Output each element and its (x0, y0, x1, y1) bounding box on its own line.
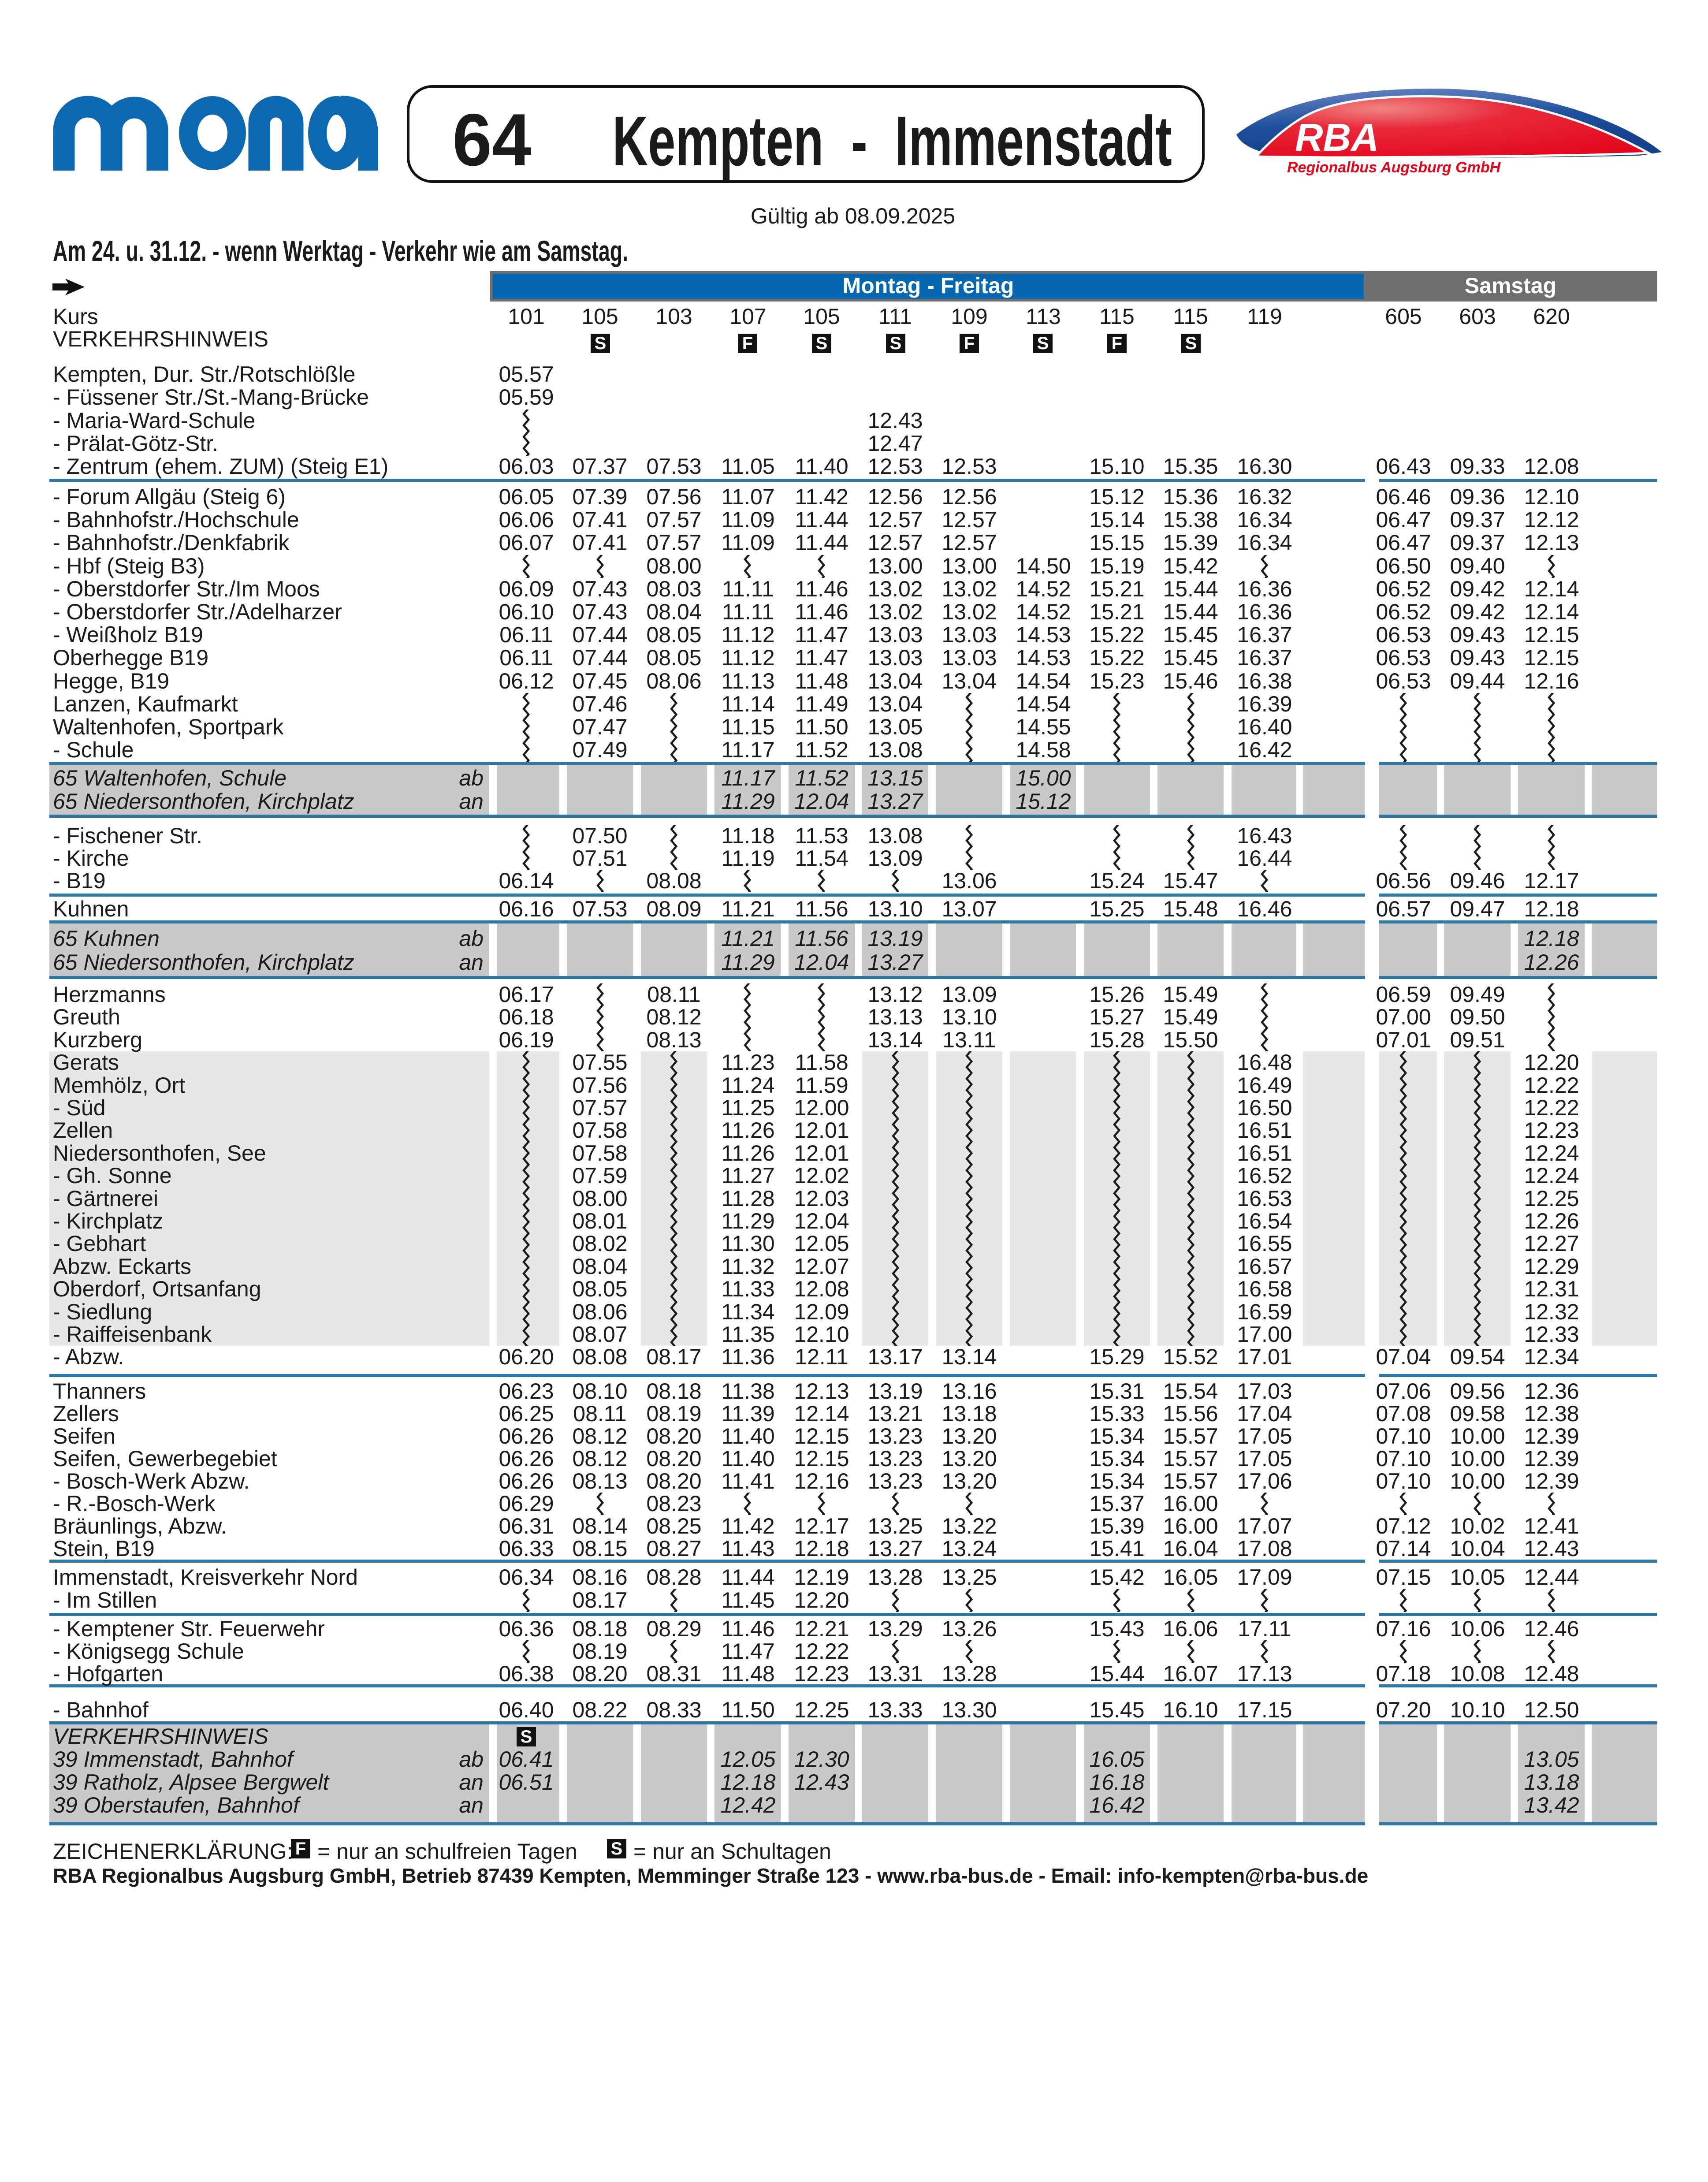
svg-text:RBA: RBA (1295, 115, 1379, 159)
svg-text:Regionalbus Augsburg GmbH: Regionalbus Augsburg GmbH (1287, 159, 1501, 176)
